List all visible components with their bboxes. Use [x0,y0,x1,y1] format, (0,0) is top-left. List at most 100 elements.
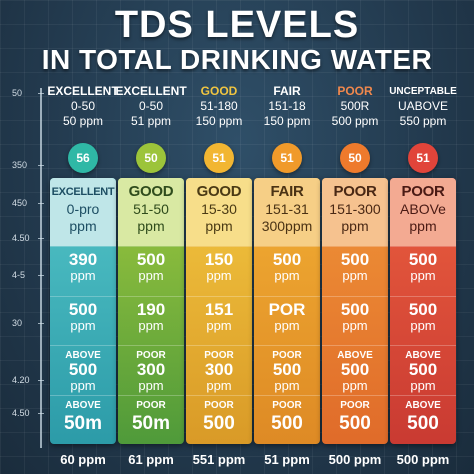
segment-caption: ABOVE [65,350,101,361]
segment-caption: POOR [136,350,166,361]
header-unit: 150 ppm [195,114,243,128]
header-unit: 500 ppm [331,114,379,128]
column-header: FAIR 151-18 150 ppm [250,84,324,129]
segment-value: 500 [408,250,438,269]
bottom-ppm-label: 60 ppm [60,452,106,467]
segment-value: 190 [136,299,166,319]
tds-column: POOR ABOVe ppm 500 ppm 500 ppm ABOVE 500 ppm ABOVE… [390,178,456,444]
column-label: FAIR [270,183,304,200]
header-unit: 51 ppm [130,114,172,128]
segment-caption: POOR [136,399,166,411]
column-segment: POR ppm [254,295,320,346]
column-segment: POOR 500 [322,394,388,445]
segment-unit: ppm [274,268,300,283]
segment-value: 150 [204,250,234,269]
column-top-panel: EXCELLENT 0-pro ppm [50,178,116,246]
level-circle-badge: 51 [272,143,302,173]
column-unit: 300ppm [261,218,313,234]
header-range: 500R [340,99,370,113]
bottom-ppm-label: 551 ppm [192,452,246,467]
segment-value: 500 [339,412,371,434]
column-top-panel: FAIR 151-31 300ppm [254,178,320,246]
column-range: 151-31 [265,201,309,217]
column-segment: ABOVE 500 [390,394,456,445]
column-top-panel: POOR ABOVe ppm [390,178,456,246]
segment-unit: ppm [410,378,436,393]
column-unit: ppm [69,218,97,234]
column-header: EXCELLENT 0-50 51 ppm [114,84,188,129]
column-segment: POOR 500 [186,394,252,445]
column-unit: ppm [205,218,233,234]
segment-unit: ppm [206,317,232,333]
column-segment: 500 ppm [254,246,320,296]
segment-unit: ppm [274,317,300,333]
header-label: EXCELLENT [47,84,119,98]
header-range: 51-180 [200,99,238,113]
segment-caption: POOR [272,399,302,411]
level-circle-badge: 50 [136,143,166,173]
segment-value: 50m [63,412,103,434]
tds-column: EXCELLENT 0-pro ppm 390 ppm 500 ppm ABOVE 500 ppm… [50,178,116,444]
column-segment: 500 ppm [390,295,456,346]
y-tick-label: 4.50 [12,408,44,418]
segment-value: 500 [68,360,98,379]
column-unit: ppm [341,218,369,234]
segment-unit: ppm [138,268,164,283]
header-label: GOOD [200,84,238,98]
segment-value: 500 [272,360,302,379]
column-range: 151-300 [329,201,381,217]
segment-caption: ABOVE [65,399,101,411]
column-segment: ABOVE 50m [50,394,116,445]
segment-caption: ABOVE [337,350,373,361]
segment-caption: POOR [272,350,302,361]
column-top-panel: GOOD 51-50 ppm [118,178,184,246]
bottom-ppm-label: 61 ppm [128,452,174,467]
column-segment: 190 ppm [118,295,184,346]
level-circle-badge: 56 [68,143,98,173]
column-segment: POOR 300 ppm [186,345,252,395]
column-segment: 500 ppm [322,295,388,346]
column-segment: 500 ppm [322,246,388,296]
level-circle-badge: 50 [340,143,370,173]
header-range: UABOVE [397,99,448,113]
column-segment: POOR 300 ppm [118,345,184,395]
header-label: FAIR [273,84,301,98]
header-label: EXCELLENT [115,84,187,98]
column-label: POOR [333,183,377,200]
y-tick-label: 4.20 [12,375,44,385]
column-range: 15-30 [201,201,237,217]
column-segment: POOR 500 ppm [254,345,320,395]
segment-value: POR [268,299,306,319]
segment-unit: ppm [206,378,232,393]
header-label: UNCEPTABLE [389,86,457,97]
segment-caption: ABOVE [405,399,441,411]
bottom-ppm-label: 500 ppm [328,452,382,467]
column-header: UNCEPTABLE UABOVE 550 ppm [386,84,460,129]
column-unit: ppm [137,218,165,234]
column-range: 51-50 [133,201,169,217]
segment-unit: ppm [138,317,164,333]
bottom-ppm-label: 51 ppm [264,452,310,467]
segment-unit: ppm [342,317,368,333]
column-label: EXCELLENT [51,186,115,198]
column-segment: 150 ppm [186,246,252,296]
segment-unit: ppm [70,317,96,333]
column-range: 0-pro [66,201,100,217]
segment-unit: ppm [410,268,436,283]
column-segment: 390 ppm [50,246,116,296]
segment-value: 390 [68,250,98,269]
column-segment: 500 ppm [390,246,456,296]
column-range: ABOVe [400,201,446,217]
segment-value: 500 [408,360,438,379]
segment-value: 300 [136,360,166,379]
segment-unit: ppm [342,268,368,283]
column-top-panel: POOR 151-300 ppm [322,178,388,246]
column-segment: POOR 500 [254,394,320,445]
column-segment: 500 ppm [50,295,116,346]
segment-value: 500 [340,299,370,319]
title-line-1: TDS LEVELS [114,4,360,46]
segment-unit: ppm [342,378,368,393]
header-range: 151-18 [268,99,306,113]
tds-column: POOR 151-300 ppm 500 ppm 500 ppm ABOVE 500 ppm POO… [322,178,388,444]
segment-value: 300 [204,360,234,379]
